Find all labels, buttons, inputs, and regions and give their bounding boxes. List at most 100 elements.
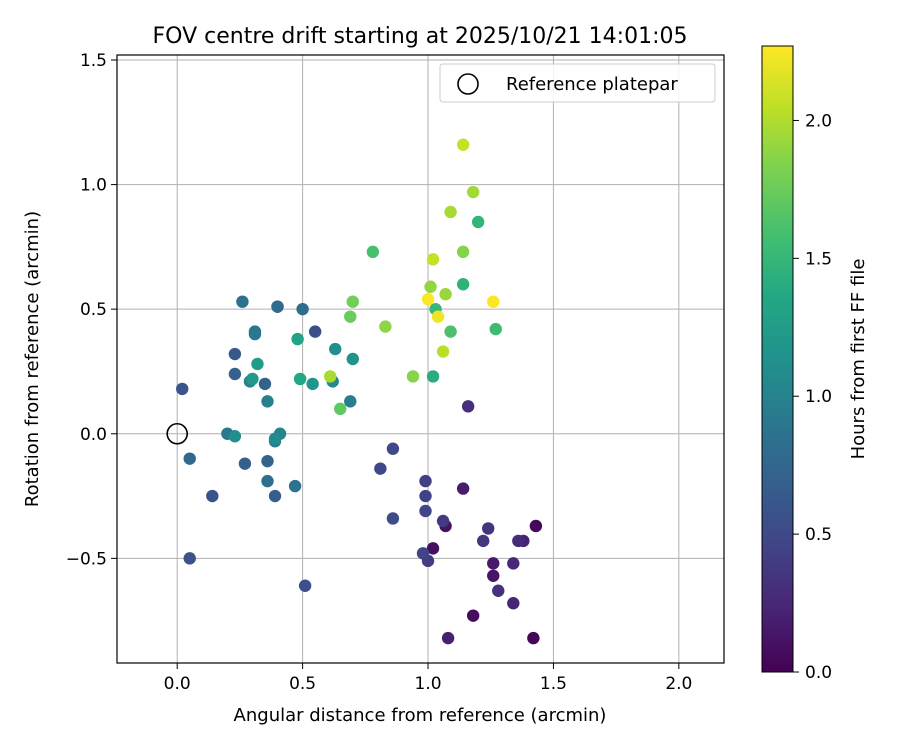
data-point xyxy=(487,569,500,582)
data-point xyxy=(176,382,189,396)
grid xyxy=(117,55,724,663)
data-point xyxy=(324,370,337,383)
data-point xyxy=(421,292,435,306)
y-tick-label: −0.5 xyxy=(66,549,107,569)
data-point xyxy=(527,631,540,645)
data-point xyxy=(466,609,480,622)
data-point xyxy=(512,534,525,548)
data-point xyxy=(487,557,500,570)
colorbar-ticks: 0.0 0.5 1.0 1.5 2.0 xyxy=(793,111,832,683)
data-point xyxy=(236,295,249,308)
x-tick-label: 0.0 xyxy=(164,674,191,694)
colorbar-tick-label: 1.5 xyxy=(805,249,832,269)
y-axis-label: Rotation from reference (arcmin) xyxy=(22,211,43,507)
legend-entry: Reference platepar xyxy=(506,74,678,95)
data-point xyxy=(306,377,319,391)
data-point xyxy=(456,278,470,291)
data-point xyxy=(228,430,242,443)
data-point xyxy=(441,631,455,645)
colorbar-label: Hours from first FF file xyxy=(848,259,869,460)
data-point xyxy=(271,300,284,313)
data-point xyxy=(456,138,470,151)
data-point xyxy=(426,542,440,555)
data-point xyxy=(456,245,470,259)
x-tick-label: 0.5 xyxy=(289,674,316,694)
data-point xyxy=(406,370,420,383)
data-point xyxy=(482,522,495,535)
reference-point xyxy=(166,422,188,445)
data-point xyxy=(416,547,430,560)
data-point xyxy=(291,332,304,346)
y-tick-label: 1.5 xyxy=(80,51,107,71)
data-point xyxy=(246,372,259,386)
data-point xyxy=(466,185,480,199)
data-points xyxy=(176,138,543,645)
x-axis-label: Angular distance from reference (arcmin) xyxy=(234,705,607,726)
data-point xyxy=(261,454,274,468)
data-point xyxy=(386,512,400,525)
colorbar-tick-label: 0.0 xyxy=(805,663,832,683)
data-point xyxy=(344,395,357,408)
data-point xyxy=(238,457,252,470)
data-point xyxy=(248,327,262,341)
data-point xyxy=(507,557,520,570)
data-point xyxy=(487,295,500,308)
plot-frame xyxy=(116,54,725,664)
data-point xyxy=(419,504,432,518)
data-point xyxy=(228,367,242,381)
colorbar-tick-label: 2.0 xyxy=(805,111,832,131)
data-point xyxy=(288,479,302,493)
y-tick-label: 0.5 xyxy=(80,300,107,320)
y-tick-label: 1.0 xyxy=(80,176,107,196)
data-point xyxy=(346,352,359,366)
legend-box xyxy=(439,63,716,103)
x-tick-label: 1.0 xyxy=(415,674,442,694)
data-point xyxy=(444,205,457,219)
data-point xyxy=(431,310,445,323)
data-point xyxy=(366,245,380,259)
data-point xyxy=(456,482,470,495)
data-point xyxy=(419,489,432,503)
data-point xyxy=(268,432,282,445)
data-point xyxy=(439,288,452,301)
colorbar-tick-label: 1.0 xyxy=(805,387,832,407)
data-point xyxy=(308,325,322,338)
data-point xyxy=(461,400,475,413)
x-tick-label: 2.0 xyxy=(665,674,692,694)
data-point xyxy=(261,395,274,408)
data-point xyxy=(258,377,272,391)
data-point xyxy=(477,534,490,548)
data-point xyxy=(183,552,196,565)
y-axis-ticks: −0.5 0.0 0.5 1.0 1.5 xyxy=(66,51,117,569)
data-point xyxy=(329,342,342,356)
data-point xyxy=(293,372,307,386)
data-point xyxy=(426,370,440,383)
data-point xyxy=(444,325,457,338)
data-point xyxy=(261,474,274,488)
data-point xyxy=(268,489,282,503)
chart-title: FOV centre drift starting at 2025/10/21 … xyxy=(153,24,688,49)
data-point xyxy=(424,280,437,293)
data-point xyxy=(206,489,219,503)
x-axis-ticks: 0.0 0.5 1.0 1.5 2.0 xyxy=(164,663,692,694)
data-point xyxy=(346,295,359,308)
data-point xyxy=(507,596,520,610)
data-point xyxy=(334,402,347,416)
data-point xyxy=(419,474,432,488)
colorbar xyxy=(761,45,794,673)
data-point xyxy=(436,345,450,358)
data-point xyxy=(228,347,242,361)
data-point xyxy=(374,462,387,475)
legend: Reference platepar xyxy=(439,63,716,103)
data-point xyxy=(298,579,312,592)
data-point xyxy=(492,584,505,597)
colorbar-tick-label: 0.5 xyxy=(805,525,832,545)
data-point xyxy=(489,322,502,336)
data-point xyxy=(296,302,309,316)
data-point xyxy=(183,452,196,465)
legend-marker xyxy=(457,73,479,95)
data-point xyxy=(471,215,485,229)
data-point xyxy=(379,320,392,333)
y-tick-label: 0.0 xyxy=(80,425,107,445)
data-point xyxy=(251,357,264,371)
